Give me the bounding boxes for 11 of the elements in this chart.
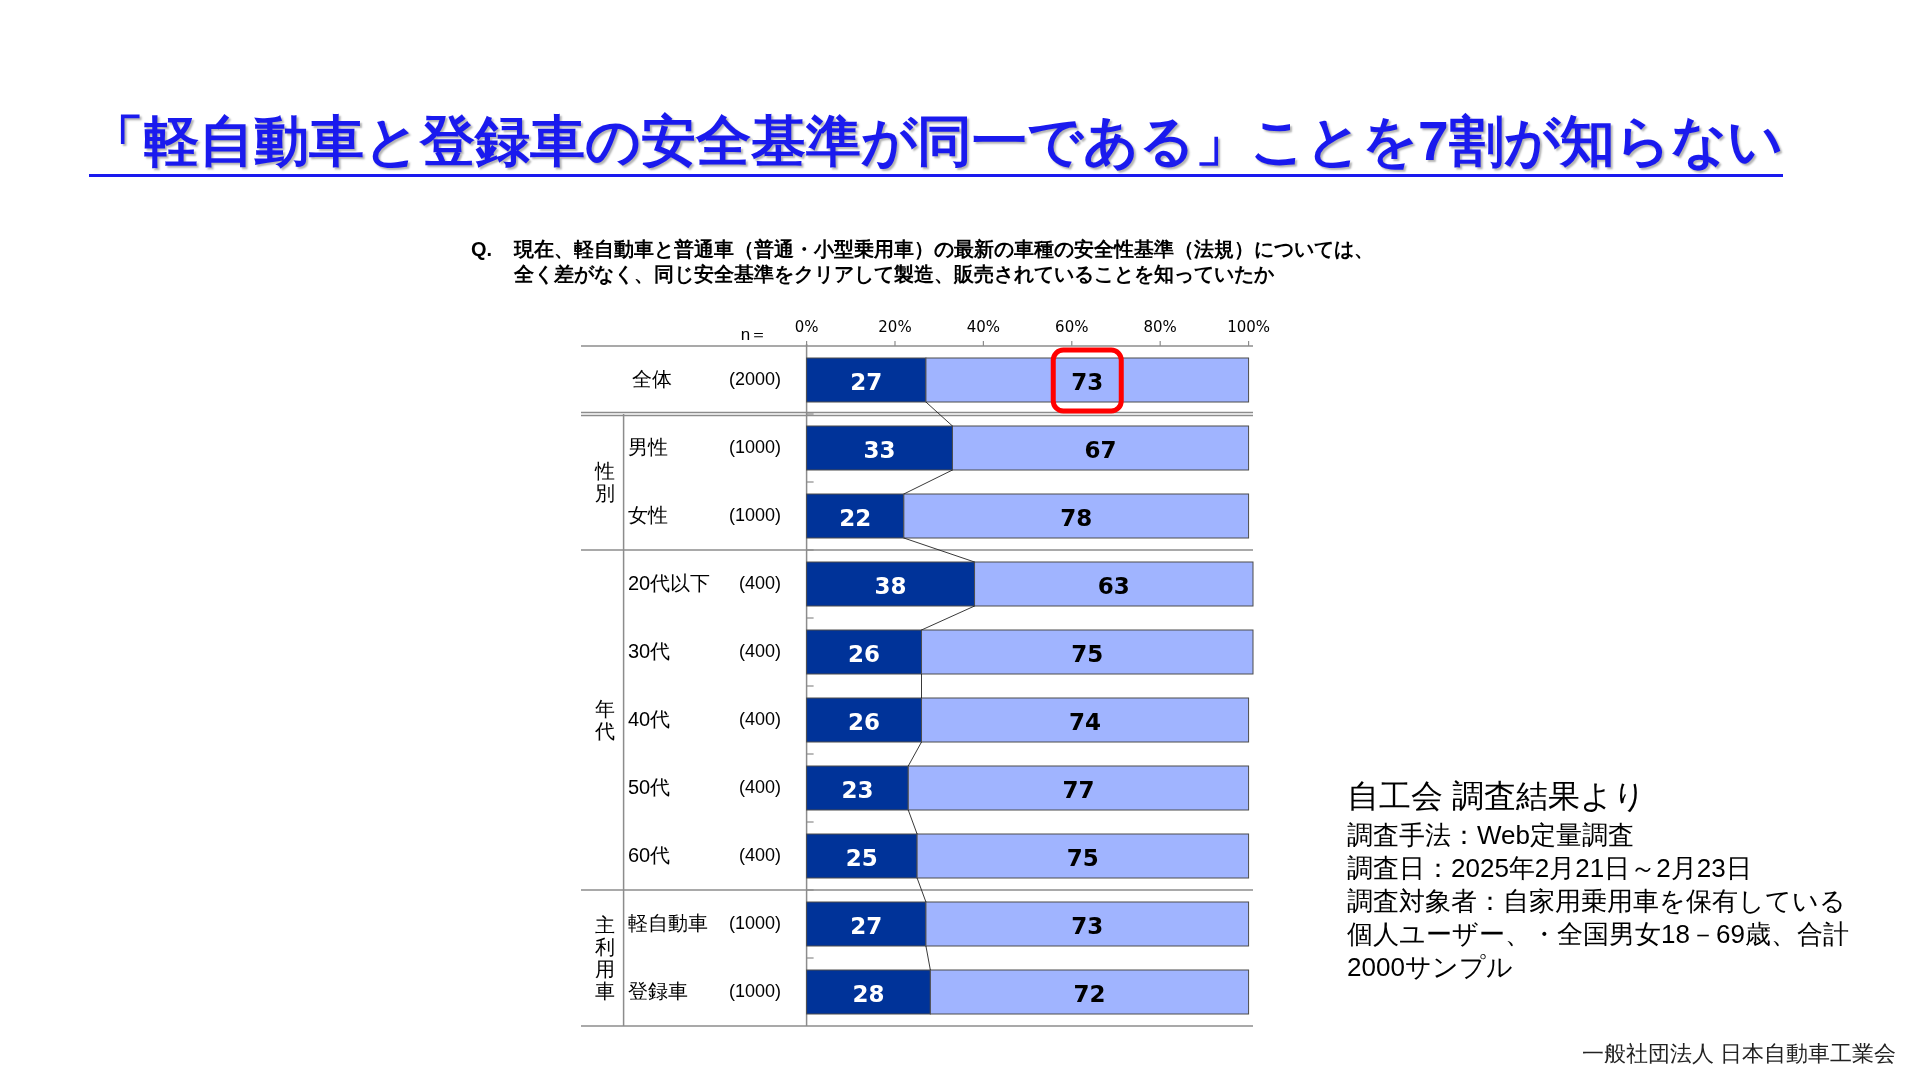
annotation: 自工会 調査結果より <box>1347 777 1647 815</box>
annotation: 一般社団法人 日本自動車工業会 <box>1581 1040 1896 1068</box>
subtitle: Q. 現在、軽自動車と普通車（普通・小型乗用車）の最新の車種の安全性基準（法規）については、全く差がなく、同じ安全基準をクリアして製造、販売されていることを知っていたか <box>471 237 1375 287</box>
annotation: 年代 <box>594 698 616 742</box>
annotation: 主利用車 <box>594 914 616 1002</box>
annotation: n＝ <box>740 324 768 344</box>
annotation: 調査日：2025年2月21日～2月23日 <box>1347 852 1753 885</box>
annotation: 調査手法：Web定量調査 <box>1347 819 1635 852</box>
annotation: 調査対象者：自家用乗用車を保有している個人ユーザー、・全国男女18－69歳、合計2000サンプル <box>1347 885 1850 984</box>
annotation: 性別 <box>594 460 616 504</box>
title: 「軽自動車と登録車の安全基準が同一である」ことを7割が知らない <box>89 108 1783 177</box>
